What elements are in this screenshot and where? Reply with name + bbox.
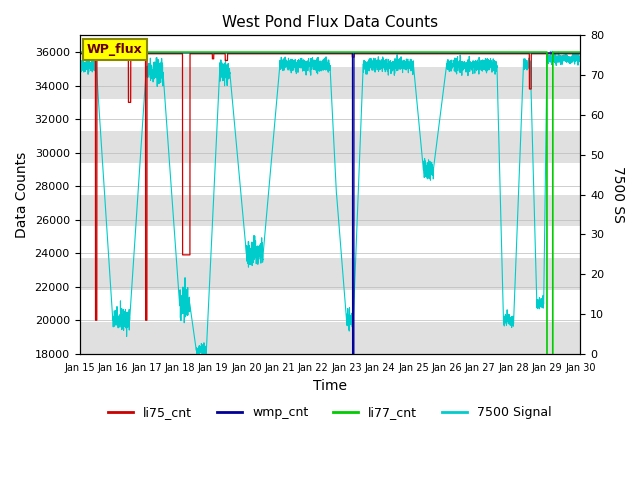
Title: West Pond Flux Data Counts: West Pond Flux Data Counts [222,15,438,30]
Bar [79,322,580,354]
Legend: li75_cnt, wmp_cnt, li77_cnt, 7500 Signal: li75_cnt, wmp_cnt, li77_cnt, 7500 Signal [103,401,557,424]
Text: WP_flux: WP_flux [87,43,143,56]
Y-axis label: 7500 SS: 7500 SS [611,166,625,223]
Bar [79,131,580,163]
Bar [79,194,580,227]
X-axis label: Time: Time [313,379,347,393]
Y-axis label: Data Counts: Data Counts [15,151,29,238]
Bar [79,258,580,290]
Bar [79,67,580,99]
